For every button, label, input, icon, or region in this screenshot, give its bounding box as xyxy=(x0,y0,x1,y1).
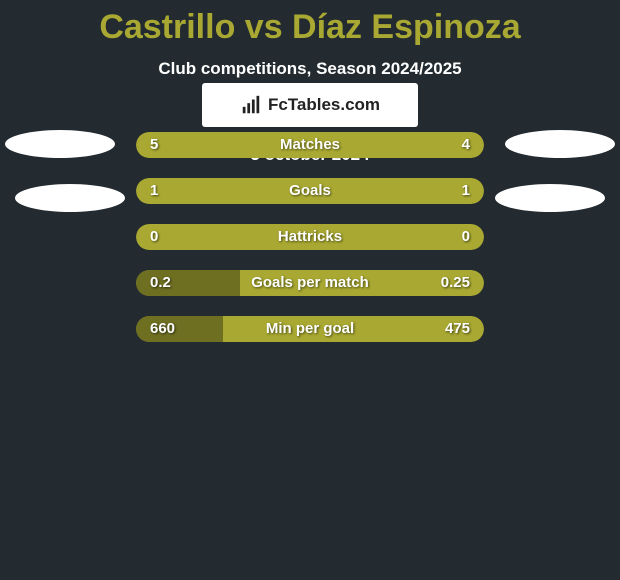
stat-label: Goals xyxy=(136,178,484,204)
stat-row: 0.20.25Goals per match xyxy=(136,270,484,296)
bar-chart-icon xyxy=(240,94,262,116)
attribution-text: FcTables.com xyxy=(268,95,380,115)
stat-label: Hattricks xyxy=(136,224,484,250)
stat-row: 54Matches xyxy=(136,132,484,158)
player-left-silhouette-head xyxy=(5,130,115,158)
stat-row: 11Goals xyxy=(136,178,484,204)
subtitle: Club competitions, Season 2024/2025 xyxy=(0,59,620,79)
comparison-rows: 54Matches 11Goals 00Hattricks 0.20.25Goals … xyxy=(136,132,484,362)
stat-row: 00Hattricks xyxy=(136,224,484,250)
stat-row: 660475Min per goal xyxy=(136,316,484,342)
player-right-silhouette-head xyxy=(505,130,615,158)
stat-label: Matches xyxy=(136,132,484,158)
attribution-badge: FcTables.com xyxy=(202,83,418,127)
player-left-silhouette-body xyxy=(15,184,125,212)
player-right-silhouette-body xyxy=(495,184,605,212)
page-title: Castrillo vs Díaz Espinoza xyxy=(0,8,620,47)
stat-label: Goals per match xyxy=(136,270,484,296)
stat-label: Min per goal xyxy=(136,316,484,342)
